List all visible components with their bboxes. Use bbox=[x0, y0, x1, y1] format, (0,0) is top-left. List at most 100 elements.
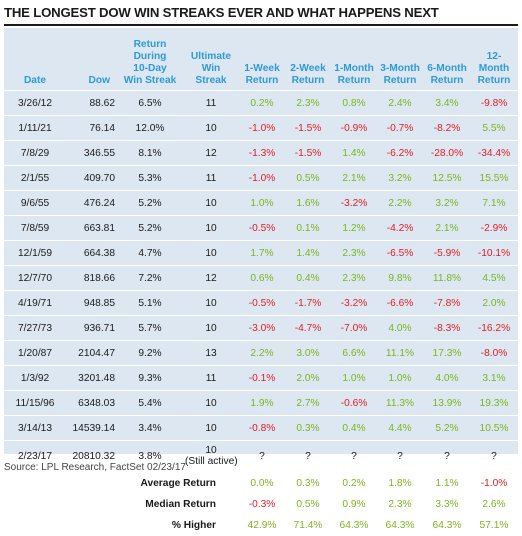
dow-cell: 88.62 bbox=[66, 90, 118, 116]
table-row: 7/8/59 663.81 5.2% 10 -0.5% 0.1% 1.2% -4.2% 2.1%… bbox=[4, 215, 518, 241]
w1-return-cell: -0.1% bbox=[240, 365, 284, 391]
m6-return-cell: -8.3% bbox=[424, 315, 470, 341]
m1-return-cell: -0.6% bbox=[332, 390, 376, 416]
m6-return-cell: 3.4% bbox=[424, 90, 470, 116]
table-row: 9/6/55 476.24 5.2% 10 1.0% 1.6% -3.2% 2.2% 3.2% 7… bbox=[4, 190, 518, 216]
date-cell: 7/8/59 bbox=[4, 215, 66, 241]
table-row: 11/15/96 6348.03 5.4% 10 1.9% 2.7% -0.6% 11.3% 1… bbox=[4, 390, 518, 416]
m1-return-cell: -3.2% bbox=[332, 290, 376, 316]
ultimate-streak-cell: 12 bbox=[182, 140, 240, 166]
dow-cell: 936.71 bbox=[66, 315, 118, 341]
m3-return-cell: -6.2% bbox=[376, 140, 424, 166]
m12-return-cell: 4.5% bbox=[470, 265, 518, 291]
m6-return-cell: 2.1% bbox=[424, 215, 470, 241]
m1-summary-cell: 64.3% bbox=[332, 514, 376, 536]
date-cell: 4/19/71 bbox=[4, 290, 66, 316]
ultimate-streak-cell: 10 bbox=[182, 240, 240, 266]
m12-return-cell: 19.3% bbox=[470, 390, 518, 416]
w2-return-cell: 0.4% bbox=[284, 265, 332, 291]
date-cell: 11/15/96 bbox=[4, 390, 66, 416]
streak-table-container: Date Dow Return During 10-Day Win Streak Ul… bbox=[4, 28, 518, 536]
m12-return-cell: 2.0% bbox=[470, 290, 518, 316]
table-body: 3/26/12 88.62 6.5% 11 0.2% 2.3% 0.8% 2.4% 3.4% -9… bbox=[4, 90, 518, 473]
table-row: 1/3/92 3201.48 9.3% 11 -0.1% 2.0% 1.0% 1.0% 4.0%… bbox=[4, 365, 518, 391]
m1-return-cell: 0.8% bbox=[332, 90, 376, 116]
m1-summary-cell: 0.9% bbox=[332, 493, 376, 515]
ultimate-streak-cell: 12 bbox=[182, 265, 240, 291]
ultimate-streak-cell: 10 bbox=[182, 415, 240, 441]
w2-return-cell: 1.4% bbox=[284, 240, 332, 266]
streak-return-cell: 5.2% bbox=[118, 190, 182, 216]
m6-return-cell: 11.8% bbox=[424, 265, 470, 291]
header-12-month: 12-Month Return bbox=[470, 28, 518, 91]
m3-return-cell: -6.6% bbox=[376, 290, 424, 316]
header-2-week: 2-Week Return bbox=[284, 28, 332, 91]
m12-return-cell: 15.5% bbox=[470, 165, 518, 191]
source-note: Source: LPL Research, FactSet 02/23/17 bbox=[4, 462, 186, 473]
m3-return-cell: 9.8% bbox=[376, 265, 424, 291]
ultimate-streak-cell: 11 bbox=[182, 90, 240, 116]
w2-return-cell: 1.6% bbox=[284, 190, 332, 216]
header-3-month: 3-Month Return bbox=[376, 28, 424, 91]
streak-return-cell: 9.2% bbox=[118, 340, 182, 366]
summary-row: Median Return -0.3% 0.5% 0.9% 2.3% 3.3% 2.6% bbox=[4, 493, 518, 515]
date-cell: 1/3/92 bbox=[4, 365, 66, 391]
w1-return-cell: -1.0% bbox=[240, 165, 284, 191]
summary-body: Average Return 0.0% 0.3% 0.2% 1.8% 1.1% -1.0% M… bbox=[4, 471, 518, 536]
m1-return-cell: ? bbox=[332, 440, 376, 473]
streak-return-cell: 5.7% bbox=[118, 315, 182, 341]
m3-summary-cell: 64.3% bbox=[376, 514, 424, 536]
w1-return-cell: 2.2% bbox=[240, 340, 284, 366]
m1-return-cell: 1.2% bbox=[332, 215, 376, 241]
m12-return-cell: -8.0% bbox=[470, 340, 518, 366]
header-date: Date bbox=[4, 28, 66, 91]
m12-return-cell: -9.8% bbox=[470, 90, 518, 116]
m6-return-cell: -5.9% bbox=[424, 240, 470, 266]
w2-return-cell: 2.3% bbox=[284, 90, 332, 116]
m12-summary-cell: 57.1% bbox=[470, 514, 518, 536]
date-cell: 1/11/21 bbox=[4, 115, 66, 141]
m1-return-cell: -7.0% bbox=[332, 315, 376, 341]
m1-return-cell: 1.4% bbox=[332, 140, 376, 166]
w1-return-cell: -0.8% bbox=[240, 415, 284, 441]
header-1-week: 1-Week Return bbox=[240, 28, 284, 91]
dow-cell: 14539.14 bbox=[66, 415, 118, 441]
w2-return-cell: 2.0% bbox=[284, 365, 332, 391]
dow-cell: 476.24 bbox=[66, 190, 118, 216]
header-dow: Dow bbox=[66, 28, 118, 91]
ultimate-streak-cell: 10 bbox=[182, 215, 240, 241]
m1-return-cell: 6.6% bbox=[332, 340, 376, 366]
ultimate-streak-cell: 10 bbox=[182, 315, 240, 341]
streak-return-cell: 6.5% bbox=[118, 90, 182, 116]
m12-return-cell: -10.1% bbox=[470, 240, 518, 266]
m12-return-cell: 3.1% bbox=[470, 365, 518, 391]
table-row: 2/1/55 409.70 5.3% 11 -1.0% 0.5% 2.1% 3.2% 12.5%… bbox=[4, 165, 518, 191]
w2-return-cell: 0.3% bbox=[284, 415, 332, 441]
header-1-month: 1-Month Return bbox=[332, 28, 376, 91]
m1-return-cell: -3.2% bbox=[332, 190, 376, 216]
table-row: 3/26/12 88.62 6.5% 11 0.2% 2.3% 0.8% 2.4% 3.4% -9… bbox=[4, 90, 518, 116]
w1-return-cell: ? bbox=[240, 440, 284, 473]
m3-return-cell: 11.3% bbox=[376, 390, 424, 416]
dow-cell: 664.38 bbox=[66, 240, 118, 266]
m6-return-cell: -7.8% bbox=[424, 290, 470, 316]
m3-return-cell: -0.7% bbox=[376, 115, 424, 141]
ultimate-streak-cell: 13 bbox=[182, 340, 240, 366]
w1-return-cell: 0.6% bbox=[240, 265, 284, 291]
m12-return-cell: -2.9% bbox=[470, 215, 518, 241]
m3-return-cell: 2.4% bbox=[376, 90, 424, 116]
streak-return-cell: 5.3% bbox=[118, 165, 182, 191]
m3-return-cell: ? bbox=[376, 440, 424, 473]
date-cell: 12/7/70 bbox=[4, 265, 66, 291]
w1-summary-cell: -0.3% bbox=[240, 493, 284, 515]
w2-return-cell: -1.7% bbox=[284, 290, 332, 316]
streak-table: Date Dow Return During 10-Day Win Streak Ul… bbox=[4, 28, 518, 536]
streak-return-cell: 12.0% bbox=[118, 115, 182, 141]
summary-label: Median Return bbox=[4, 493, 240, 515]
m3-summary-cell: 2.3% bbox=[376, 493, 424, 515]
ultimate-streak-cell: 10 (Still active) bbox=[182, 440, 240, 473]
m12-return-cell: 5.5% bbox=[470, 115, 518, 141]
w2-return-cell: ? bbox=[284, 440, 332, 473]
w2-return-cell: -4.7% bbox=[284, 315, 332, 341]
streak-return-cell: 7.2% bbox=[118, 265, 182, 291]
